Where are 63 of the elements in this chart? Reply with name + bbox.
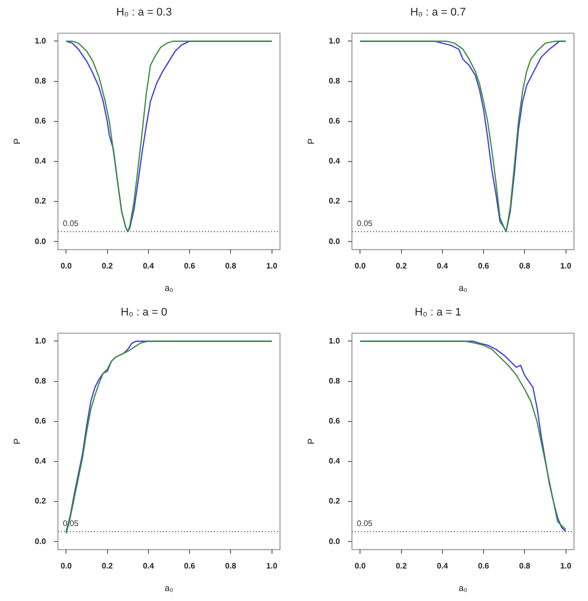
y-tick-label: 0.2 — [328, 196, 340, 206]
x-tick-label: 0.0 — [354, 562, 366, 571]
chart-title: H₀ : a = 1 — [414, 306, 462, 319]
chart-title: H₀ : a = 0.7 — [410, 6, 466, 19]
ref-line-label: 0.05 — [62, 218, 80, 228]
y-axis-title: P — [12, 438, 22, 444]
y-tick-label: 0.4 — [34, 456, 46, 466]
x-tick-label: 0.0 — [60, 262, 72, 271]
y-tick-label: 0.0 — [328, 236, 340, 246]
x-tick-label: 1.0 — [266, 262, 278, 271]
y-axis-title: P — [12, 138, 22, 144]
x-tick-label: 0.2 — [396, 562, 408, 571]
x-tick-label: 0.6 — [184, 262, 196, 271]
y-tick-label: 1.0 — [34, 36, 46, 46]
x-tick-label: 0.4 — [142, 262, 155, 271]
x-axis-title: a₀ — [164, 283, 174, 294]
y-tick-label: 1.0 — [328, 36, 340, 46]
chart-title: H₀ : a = 0 — [120, 306, 168, 319]
y-tick-label: 0.4 — [328, 456, 340, 466]
y-tick-label: 0.4 — [328, 156, 340, 166]
x-tick-label: 0.0 — [60, 562, 72, 571]
y-tick-label: 0.2 — [34, 496, 46, 506]
x-tick-label: 0.2 — [102, 562, 114, 571]
x-axis-title: a₀ — [458, 583, 468, 594]
y-tick-label: 1.0 — [328, 336, 340, 346]
x-tick-label: 0.6 — [478, 262, 490, 271]
y-tick-label: 0.8 — [34, 376, 46, 386]
x-tick-label: 0.8 — [519, 262, 531, 271]
y-tick-label: 0.0 — [328, 536, 340, 546]
y-axis-title: P — [306, 138, 316, 144]
x-tick-label: 0.0 — [354, 262, 366, 271]
y-tick-label: 0.8 — [328, 376, 340, 386]
x-tick-label: 1.0 — [560, 262, 572, 271]
y-tick-label: 0.0 — [34, 536, 46, 546]
x-tick-label: 0.2 — [102, 262, 114, 271]
y-tick-label: 0.6 — [328, 116, 340, 126]
y-tick-label: 0.6 — [34, 416, 46, 426]
x-tick-label: 0.4 — [436, 562, 449, 571]
ref-line-label: 0.05 — [356, 218, 374, 228]
x-axis-title: a₀ — [164, 583, 174, 594]
x-tick-label: 0.4 — [142, 562, 155, 571]
y-tick-label: 1.0 — [34, 336, 46, 346]
x-tick-label: 0.8 — [225, 262, 237, 271]
x-tick-label: 0.4 — [436, 262, 449, 271]
y-tick-label: 0.2 — [34, 196, 46, 206]
y-tick-label: 0.8 — [34, 76, 46, 86]
y-tick-label: 0.6 — [34, 116, 46, 126]
x-tick-label: 0.6 — [184, 562, 196, 571]
y-tick-label: 0.6 — [328, 416, 340, 426]
y-tick-label: 0.4 — [34, 156, 46, 166]
y-tick-label: 0.0 — [34, 236, 46, 246]
ref-line-label: 0.05 — [356, 518, 374, 528]
y-axis-title: P — [306, 438, 316, 444]
chart-title: H₀ : a = 0.3 — [116, 6, 172, 19]
x-tick-label: 0.8 — [225, 562, 237, 571]
x-tick-label: 1.0 — [560, 562, 572, 571]
x-tick-label: 0.8 — [519, 562, 531, 571]
y-tick-label: 0.2 — [328, 496, 340, 506]
x-axis-title: a₀ — [458, 283, 468, 294]
x-tick-label: 1.0 — [266, 562, 278, 571]
x-tick-label: 0.6 — [478, 562, 490, 571]
x-tick-label: 0.2 — [396, 262, 408, 271]
y-tick-label: 0.8 — [328, 76, 340, 86]
